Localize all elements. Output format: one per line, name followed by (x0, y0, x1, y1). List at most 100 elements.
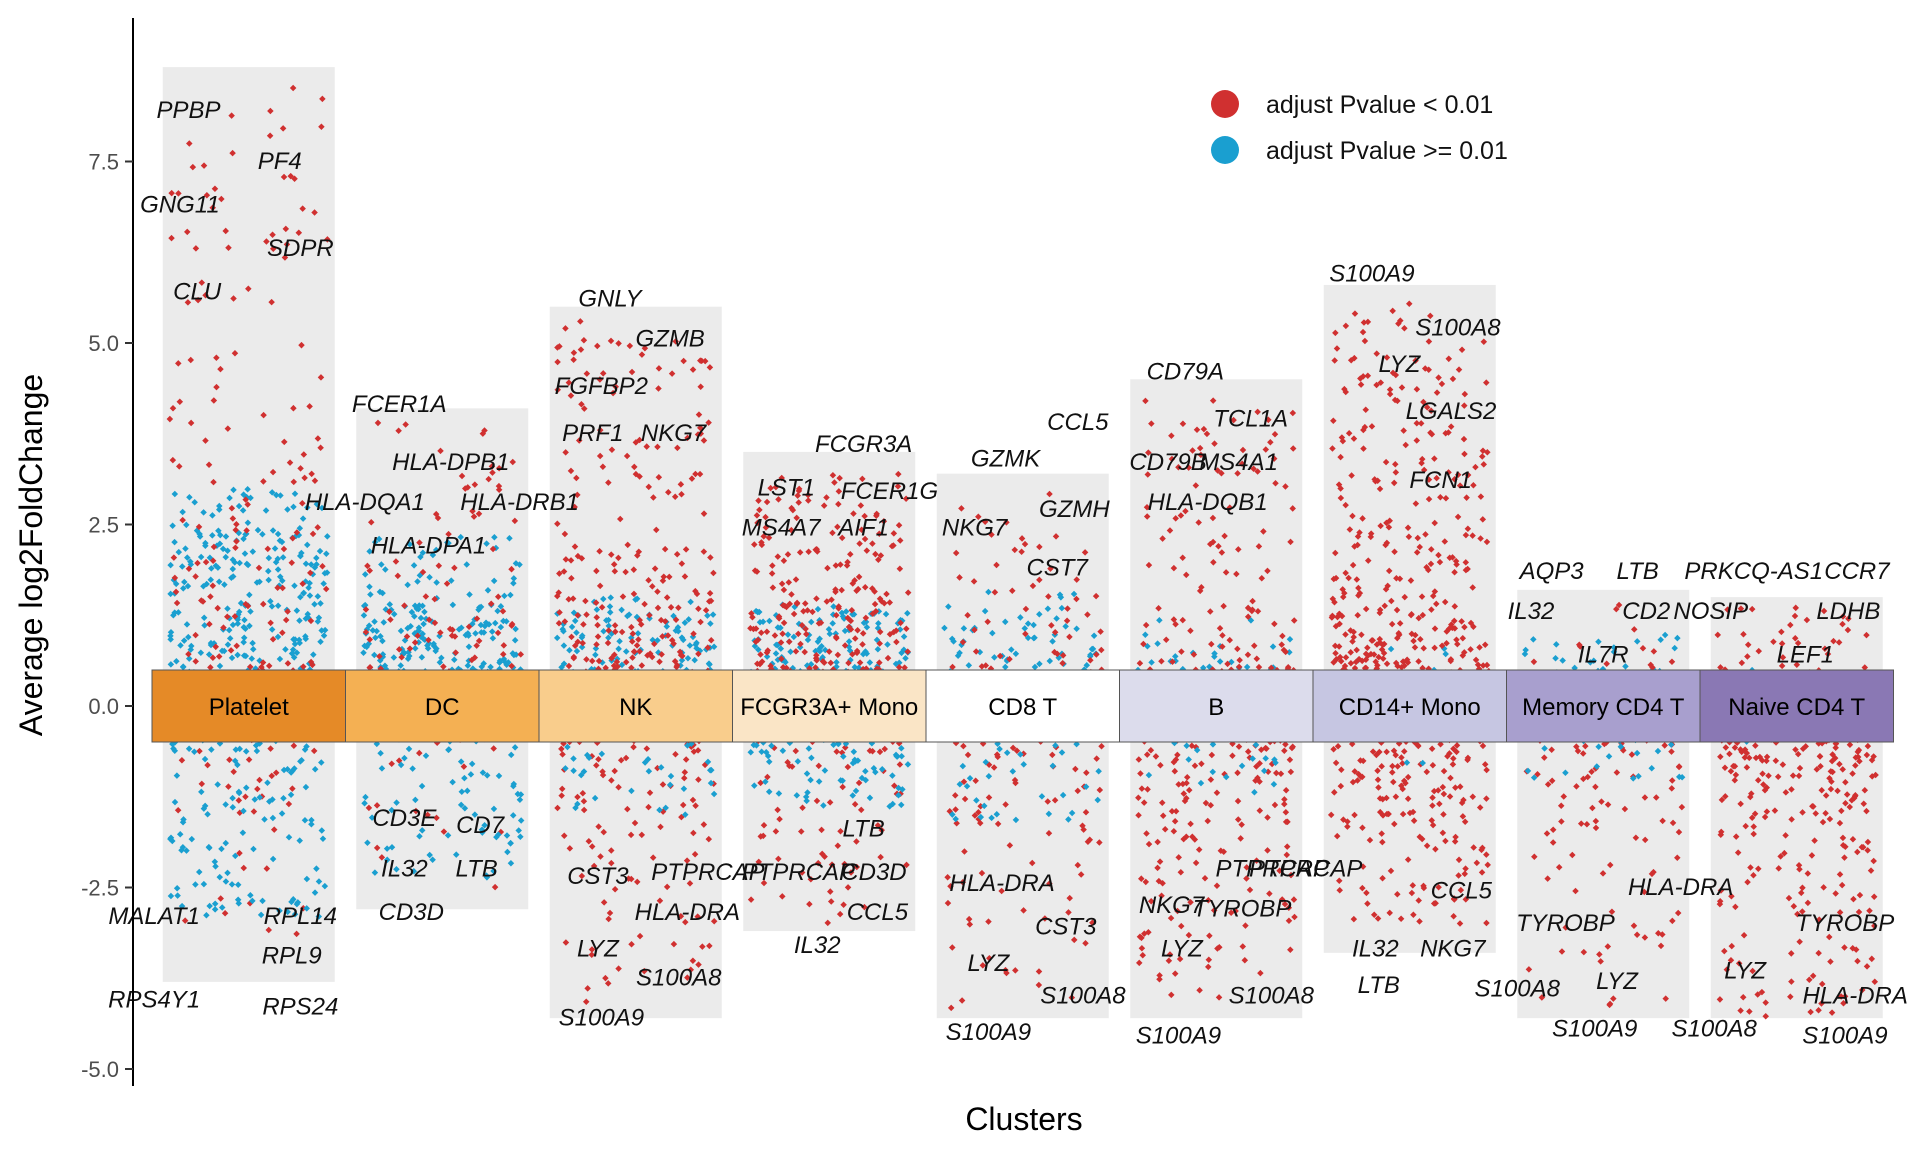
data-point (455, 626, 463, 633)
data-point (244, 486, 251, 493)
data-point (262, 507, 270, 514)
data-point (561, 530, 569, 538)
data-point (707, 620, 714, 627)
data-point (435, 562, 443, 569)
data-point (278, 810, 286, 817)
data-point (490, 805, 498, 813)
data-point (517, 833, 524, 841)
data-point (408, 608, 416, 616)
data-point (636, 473, 643, 480)
y-tick-label: 5.0 (88, 331, 119, 356)
data-point (265, 554, 273, 562)
gene-label: PTPRCAP (742, 859, 855, 886)
data-point (704, 612, 711, 619)
data-point (280, 766, 288, 774)
data-point (264, 779, 271, 786)
data-point (318, 504, 326, 512)
data-point (580, 621, 587, 628)
data-point (419, 568, 427, 576)
data-point (280, 794, 287, 802)
data-point (613, 658, 621, 666)
data-point (268, 626, 276, 633)
data-point (668, 370, 676, 377)
data-point (177, 642, 184, 649)
data-point (453, 851, 460, 858)
data-point (284, 908, 291, 916)
data-point (179, 663, 187, 671)
gene-label: TYROBP (1796, 910, 1895, 937)
data-point (187, 356, 195, 364)
data-point (383, 856, 391, 864)
data-point (497, 623, 505, 631)
data-point (209, 204, 216, 212)
data-point (415, 627, 423, 635)
data-point (382, 566, 389, 573)
data-point (231, 349, 239, 357)
data-point (571, 503, 578, 511)
data-point (457, 758, 465, 765)
data-point (288, 559, 295, 567)
data-point (465, 643, 473, 651)
data-point (397, 662, 404, 669)
data-point (297, 465, 304, 472)
data-point (580, 806, 588, 814)
data-point (611, 567, 619, 575)
data-point (212, 863, 219, 870)
data-point (629, 630, 637, 637)
data-point (388, 760, 395, 768)
data-point (508, 662, 515, 670)
data-point (171, 538, 178, 546)
data-point (649, 854, 657, 861)
data-point (622, 568, 629, 576)
data-point (663, 594, 671, 601)
data-point (263, 238, 270, 245)
data-point (324, 533, 331, 540)
data-point (274, 584, 281, 591)
data-point (213, 354, 220, 361)
data-point (611, 767, 618, 775)
gene-label: S100A8 (1475, 975, 1561, 1002)
data-point (293, 930, 300, 938)
data-point (303, 875, 311, 883)
data-point (682, 756, 690, 763)
data-point (240, 623, 248, 631)
data-point (562, 939, 570, 946)
data-point (318, 759, 325, 766)
data-point (583, 370, 591, 377)
data-point (697, 357, 704, 364)
data-point (364, 839, 371, 847)
data-point (596, 376, 604, 383)
data-point (592, 651, 599, 659)
data-point (446, 625, 454, 633)
cluster-label: CD8 T (988, 694, 1057, 721)
data-point (594, 621, 601, 629)
data-point (246, 622, 253, 630)
data-point (212, 643, 220, 651)
data-point (700, 548, 708, 555)
data-point (182, 545, 189, 552)
data-point (229, 794, 236, 802)
data-point (256, 794, 264, 801)
data-point (260, 600, 267, 608)
data-point (266, 132, 274, 139)
data-point (509, 812, 517, 819)
data-point (443, 580, 451, 587)
data-point (313, 865, 320, 872)
data-point (654, 604, 662, 612)
data-point (605, 634, 612, 641)
data-point (184, 554, 191, 561)
gene-label: GNG11 (140, 191, 220, 218)
data-point (229, 565, 237, 573)
data-point (685, 616, 692, 623)
y-axis-title: Average log2FoldChange (13, 374, 49, 736)
data-point (282, 646, 289, 653)
data-point (269, 231, 276, 238)
data-point (366, 567, 373, 574)
gene-label: MS4A1 (1199, 449, 1278, 476)
data-point (594, 633, 602, 640)
data-point (578, 400, 585, 408)
data-point (174, 892, 181, 899)
data-point (690, 829, 697, 837)
data-point (317, 444, 324, 452)
data-point (388, 806, 395, 814)
